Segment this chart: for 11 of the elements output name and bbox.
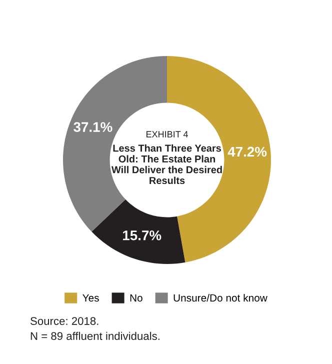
- legend-label: Unsure/Do not know: [174, 294, 268, 302]
- source-note: Source: 2018.: [30, 317, 98, 325]
- text: EXHIBIT 4: [146, 131, 188, 138]
- data-label: 47.2%: [228, 146, 267, 157]
- donut-slice: [92, 199, 186, 264]
- text: Less Than Three Years Old: The Estate Plan Will Deliver the Desired Results: [111, 144, 222, 184]
- data-label: 15.7%: [123, 230, 162, 240]
- legend-label: No: [130, 294, 142, 302]
- legend-label: Yes: [82, 294, 99, 302]
- data-label: 37.1%: [74, 122, 112, 132]
- text: N = 89 affluent individuals.: [30, 332, 160, 340]
